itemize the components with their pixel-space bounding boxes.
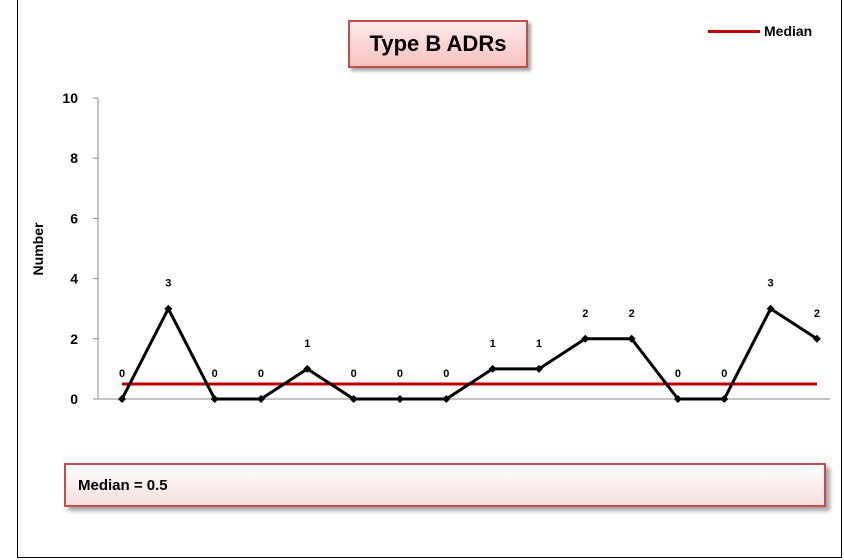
data-label: 1: [304, 338, 310, 350]
series-line: [120, 307, 818, 401]
y-tick-label: 4: [70, 271, 78, 287]
data-point: [164, 304, 173, 313]
data-point: [673, 395, 682, 403]
data-point: [812, 334, 821, 343]
data-label: 0: [443, 368, 449, 380]
data-point: [118, 395, 126, 403]
data-point: [210, 395, 219, 403]
y-tick-label: 10: [62, 90, 78, 106]
data-point: [766, 304, 775, 313]
y-tick-label: 6: [70, 210, 78, 226]
legend-median-swatch: [708, 29, 760, 33]
data-label: 2: [582, 308, 588, 320]
data-label: 0: [397, 368, 403, 380]
data-point: [627, 334, 636, 343]
data-point: [303, 364, 312, 373]
data-point: [256, 395, 265, 403]
data-label: 0: [721, 368, 727, 380]
data-label: 0: [119, 368, 125, 380]
data-label: 3: [768, 278, 774, 290]
y-tick-label: 0: [70, 391, 78, 407]
y-tick-label: 8: [70, 150, 78, 166]
data-point: [349, 395, 358, 403]
data-label: 1: [490, 338, 496, 350]
data-point: [581, 334, 590, 343]
y-tick-label: 2: [70, 331, 78, 347]
data-label: 0: [258, 368, 264, 380]
chart-title: Type B ADRs: [348, 20, 528, 68]
median-summary-text: Median = 0.5: [78, 476, 168, 494]
data-point: [534, 364, 543, 373]
data-label: 0: [675, 368, 681, 380]
median-summary: Median = 0.5: [64, 463, 826, 507]
data-point: [720, 395, 729, 403]
data-label: 2: [814, 308, 820, 320]
chart-frame: [17, 0, 842, 558]
legend: Median: [708, 23, 812, 39]
data-label: 1: [536, 338, 542, 350]
data-label: 3: [165, 278, 171, 290]
data-point: [488, 364, 497, 373]
data-point: [395, 395, 404, 403]
legend-median-label: Median: [764, 23, 813, 39]
data-point: [442, 395, 451, 403]
data-label: 0: [351, 368, 357, 380]
data-label: 2: [629, 308, 635, 320]
data-label: 0: [212, 368, 218, 380]
y-axis-label: Number: [30, 222, 46, 276]
